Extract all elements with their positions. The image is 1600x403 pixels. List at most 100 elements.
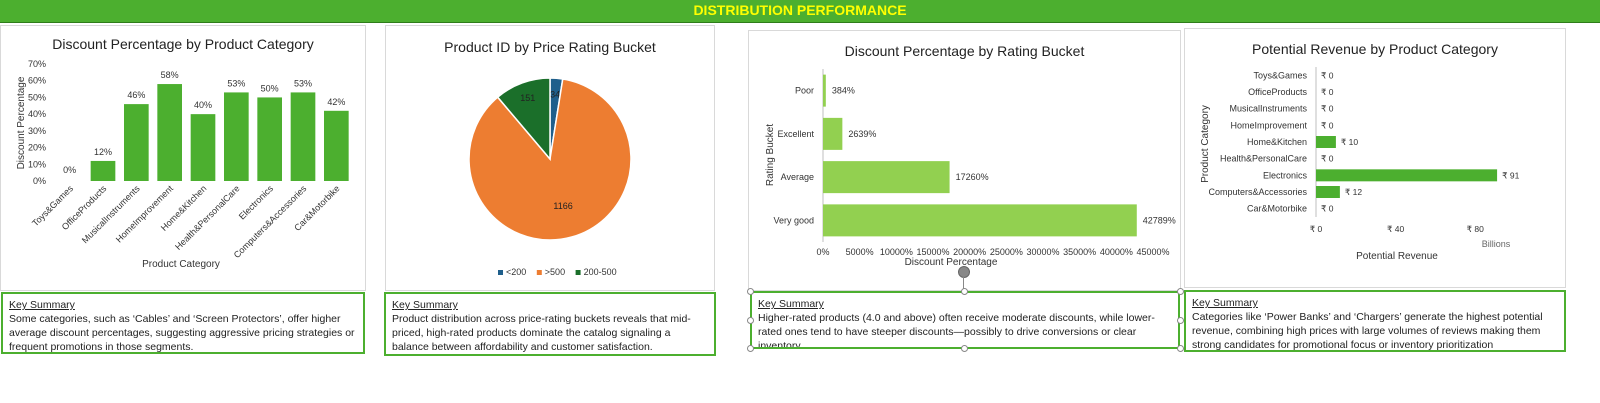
data-label: 2639% (848, 129, 876, 139)
resize-handle[interactable] (747, 317, 754, 324)
pie-slice (496, 77, 551, 162)
x-axis-label: Potential Revenue (1356, 251, 1438, 262)
dashboard-banner: DISTRIBUTION PERFORMANCE (0, 0, 1600, 23)
data-label: ₹ 0 (1321, 87, 1334, 97)
x-axis-label: Discount Percentage (905, 257, 998, 268)
y-tick-label: Car&Motorbike (1247, 204, 1307, 214)
data-label: 42% (327, 97, 345, 107)
summary-text: Higher-rated products (4.0 and above) of… (758, 312, 1155, 349)
data-label: 12% (94, 147, 112, 157)
y-tick-label: 0% (33, 176, 46, 186)
key-summary-box-3[interactable]: Key Summary Higher-rated products (4.0 a… (750, 291, 1180, 349)
y-tick-label: Average (781, 172, 814, 182)
resize-handle[interactable] (1177, 317, 1184, 324)
bar (823, 204, 1137, 237)
y-tick-label: 70% (28, 59, 46, 69)
legend-swatch (575, 270, 581, 275)
chart-panel-revenue-by-category[interactable]: Potential Revenue by Product Category ₹ … (1184, 28, 1566, 288)
y-tick-label: OfficeProducts (1248, 87, 1307, 97)
discount-by-rating-chart: 384% Poor 2639% Excellent 17260% Average 42789… (765, 69, 1176, 268)
data-label: 58% (161, 70, 179, 80)
summary-text: Some categories, such as ‘Cables’ and ‘S… (9, 313, 355, 353)
x-tick-label: 20000% (953, 247, 986, 257)
resize-handle[interactable] (961, 288, 968, 295)
data-label: 50% (261, 83, 279, 93)
legend-label: 200-500 (584, 267, 617, 277)
chart-panel-discount-by-rating[interactable]: Discount Percentage by Rating Bucket 384… (748, 30, 1181, 291)
x-tick-label: 40000% (1100, 247, 1133, 257)
price-rating-pie-chart: 34 1166 151 <200 >500 200-500 (468, 77, 632, 277)
summary-heading: Key Summary (9, 299, 75, 311)
data-label: 40% (194, 100, 212, 110)
x-tick-label: 35000% (1063, 247, 1096, 257)
y-axis-label: Discount Percentage (16, 76, 27, 169)
x-tick-label: HomeImprovement (114, 183, 176, 245)
data-label: ₹ 0 (1321, 204, 1334, 214)
x-tick-label: 25000% (990, 247, 1023, 257)
data-label: ₹ 0 (1321, 70, 1334, 80)
data-label: 17260% (956, 172, 989, 182)
resize-handle[interactable] (747, 288, 754, 295)
data-label: 53% (227, 78, 245, 88)
key-summary-box-2[interactable]: Key Summary Product distribution across … (384, 292, 716, 356)
bar (324, 110, 349, 181)
y-tick-label: Very good (773, 215, 814, 225)
chart-panel-price-rating-pie[interactable]: Product ID by Price Rating Bucket 34 1166… (385, 25, 715, 291)
data-label: 384% (832, 86, 855, 96)
slice-data-label: 34 (550, 89, 560, 99)
chart-title: Discount Percentage by Rating Bucket (844, 43, 1085, 59)
slice-data-label: 151 (520, 93, 535, 103)
unit-label: Billions (1482, 239, 1511, 249)
data-label: ₹ 0 (1321, 104, 1334, 114)
summary-heading: Key Summary (392, 299, 458, 311)
bar (1316, 136, 1336, 148)
data-label: 46% (127, 90, 145, 100)
legend-label: <200 (506, 267, 526, 277)
key-summary-box-1[interactable]: Key Summary Some categories, such as ‘Ca… (1, 292, 365, 354)
bar (823, 74, 826, 107)
y-axis-label: Rating Bucket (765, 124, 776, 186)
y-tick-label: 10% (28, 159, 46, 169)
rotate-handle-icon[interactable] (958, 266, 970, 278)
y-tick-label: Home&Kitchen (1247, 137, 1307, 147)
resize-handle[interactable] (1177, 288, 1184, 295)
x-tick-label: 5000% (846, 247, 874, 257)
legend-swatch (498, 270, 503, 275)
y-tick-label: 30% (28, 126, 46, 136)
x-tick-label: ₹ 80 (1467, 224, 1484, 234)
resize-handle[interactable] (1177, 345, 1184, 352)
y-tick-label: Electronics (1263, 170, 1308, 180)
bar (823, 117, 843, 150)
y-tick-label: HomeImprovement (1230, 120, 1307, 130)
bar (1316, 169, 1498, 182)
summary-text: Product distribution across price-rating… (392, 313, 691, 353)
resize-handle[interactable] (961, 345, 968, 352)
y-tick-label: Excellent (777, 129, 814, 139)
rotate-handle-stem (963, 277, 964, 289)
y-tick-label: Computers&Accessories (1208, 187, 1307, 197)
chart-title: Potential Revenue by Product Category (1252, 41, 1498, 57)
bar (190, 114, 216, 181)
y-tick-label: Toys&Games (1253, 70, 1307, 80)
chart-panel-discount-by-category[interactable]: Discount Percentage by Product Category … (0, 25, 366, 291)
y-tick-label: 50% (28, 92, 46, 102)
data-label: ₹ 12 (1345, 187, 1362, 197)
bar (157, 84, 182, 181)
y-tick-label: Poor (795, 86, 814, 96)
data-label: 0% (63, 165, 76, 175)
bar (823, 161, 950, 194)
resize-handle[interactable] (747, 345, 754, 352)
y-axis-label: Product Category (1200, 105, 1211, 183)
bar (1316, 186, 1340, 198)
y-tick-label: 40% (28, 109, 46, 119)
slice-data-label: 1166 (553, 201, 572, 211)
x-tick-label: Health&PersonalCare (173, 183, 242, 252)
revenue-by-category-chart: ₹ 0 Toys&Games ₹ 0 OfficeProducts ₹ 0 Musical… (1200, 67, 1520, 262)
key-summary-box-4[interactable]: Key Summary Categories like ‘Power Banks… (1184, 290, 1566, 352)
bar (124, 104, 149, 181)
legend-label: >500 (545, 267, 565, 277)
y-tick-label: 60% (28, 76, 46, 86)
x-tick-label: 10000% (880, 247, 913, 257)
chart-title: Product ID by Price Rating Bucket (444, 39, 656, 55)
x-tick-label: ₹ 40 (1387, 224, 1404, 234)
